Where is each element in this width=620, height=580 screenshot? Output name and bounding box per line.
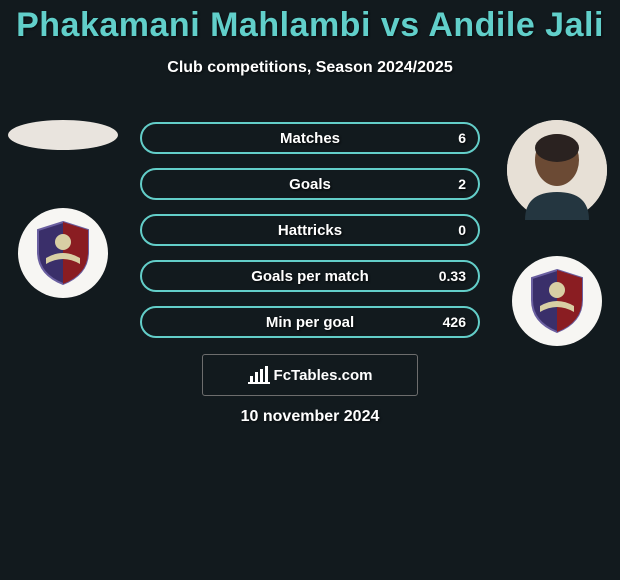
stat-label: Matches xyxy=(280,130,340,147)
stat-right-value: 426 xyxy=(443,314,466,330)
brand-watermark: FcTables.com xyxy=(202,354,418,396)
shield-icon xyxy=(28,218,98,288)
comparison-title: Phakamani Mahlambi vs Andile Jali xyxy=(0,0,620,45)
stat-right-value: 0 xyxy=(458,222,466,238)
stat-label: Min per goal xyxy=(266,314,354,331)
stat-right-value: 6 xyxy=(458,130,466,146)
stat-right-value: 2 xyxy=(458,176,466,192)
right-player-column xyxy=(502,120,612,346)
brand-text: FcTables.com xyxy=(274,367,373,384)
bar-chart-icon xyxy=(248,366,270,384)
stat-row: Goals per match 0.33 xyxy=(140,260,480,292)
stat-row: Goals 2 xyxy=(140,168,480,200)
snapshot-date: 10 november 2024 xyxy=(0,408,620,426)
right-club-crest xyxy=(512,256,602,346)
stat-row: Min per goal 426 xyxy=(140,306,480,338)
stat-label: Hattricks xyxy=(278,222,342,239)
right-player-photo xyxy=(507,120,607,220)
shield-icon xyxy=(522,266,592,336)
avatar-icon xyxy=(507,120,607,220)
stat-label: Goals per match xyxy=(251,268,369,285)
left-club-crest xyxy=(18,208,108,298)
stat-right-value: 0.33 xyxy=(439,268,466,284)
stat-row: Matches 6 xyxy=(140,122,480,154)
comparison-subtitle: Club competitions, Season 2024/2025 xyxy=(0,59,620,77)
left-player-photo xyxy=(8,120,118,150)
stat-row: Hattricks 0 xyxy=(140,214,480,246)
stat-label: Goals xyxy=(289,176,331,193)
left-player-column xyxy=(8,120,118,298)
stats-list: Matches 6 Goals 2 Hattricks 0 Goals per match 0… xyxy=(140,122,480,338)
